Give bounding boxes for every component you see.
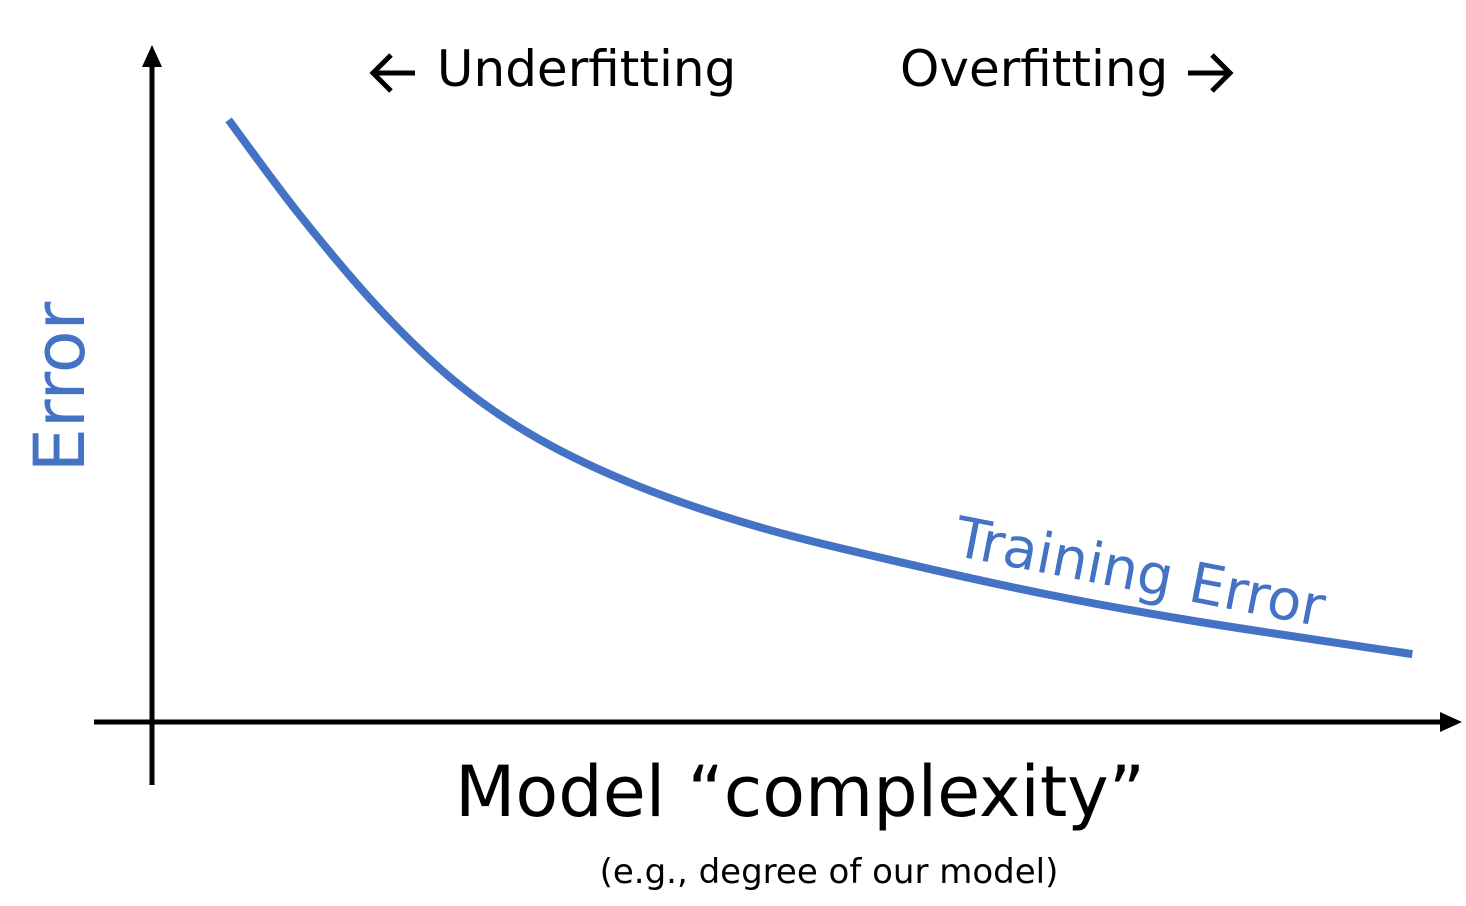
x-axis-arrowhead — [1440, 712, 1462, 732]
y-axis-arrowhead — [142, 45, 162, 67]
overfitting-annotation: Overfitting — [900, 40, 1240, 98]
series-line-0 — [225, 117, 1413, 659]
y-axis-label: Error — [19, 301, 101, 473]
x-axis-label: Model “complexity” — [455, 751, 1145, 833]
left-arrow-icon — [369, 52, 415, 93]
x-axis-sublabel: (e.g., degree of our model) — [599, 852, 1059, 892]
overfitting-label: Overfitting — [900, 40, 1169, 98]
underfitting-annotation: Underfitting — [365, 40, 736, 98]
underfitting-label: Underfitting — [436, 40, 737, 98]
axes — [94, 45, 1462, 785]
series — [225, 117, 1413, 659]
right-arrow-icon — [1188, 52, 1234, 93]
